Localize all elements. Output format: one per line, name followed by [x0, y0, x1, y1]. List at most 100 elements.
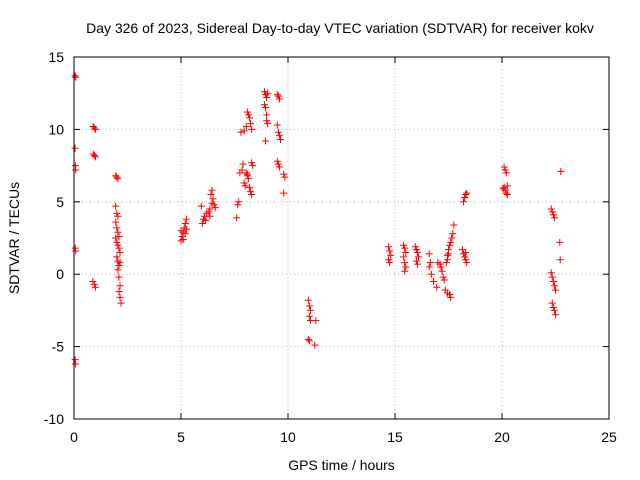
- x-tick-label: 25: [601, 429, 617, 445]
- data-point: [242, 123, 250, 131]
- data-point: [112, 234, 120, 242]
- data-point: [549, 304, 557, 312]
- data-point: [446, 290, 454, 298]
- y-tick-label: -10: [44, 411, 64, 427]
- data-point: [115, 233, 123, 241]
- data-point: [245, 183, 253, 191]
- data-point: [115, 273, 123, 281]
- data-point: [401, 267, 409, 275]
- data-point: [235, 198, 243, 206]
- data-point: [549, 277, 557, 285]
- data-point: [244, 111, 252, 119]
- data-point: [181, 220, 189, 228]
- data-point: [412, 246, 420, 254]
- data-point: [412, 257, 420, 265]
- data-point: [115, 244, 123, 252]
- data-point: [114, 212, 122, 220]
- data-point: [113, 224, 121, 232]
- data-point: [117, 299, 125, 307]
- data-point: [447, 293, 455, 301]
- data-point: [550, 306, 558, 314]
- x-tick-label: 10: [280, 429, 296, 445]
- data-point: [387, 251, 395, 259]
- data-point: [90, 280, 98, 288]
- data-point: [401, 259, 409, 267]
- data-point: [450, 221, 458, 229]
- data-point: [113, 209, 121, 217]
- data-point: [443, 256, 451, 264]
- data-point: [549, 211, 557, 219]
- data-point: [462, 248, 470, 256]
- data-point: [448, 234, 456, 242]
- data-point: [438, 267, 446, 275]
- data-point: [306, 306, 314, 314]
- data-point: [557, 167, 565, 175]
- data-point: [275, 131, 283, 139]
- data-point: [463, 259, 471, 267]
- data-point: [179, 235, 187, 243]
- data-point: [264, 120, 272, 128]
- data-point: [248, 159, 256, 167]
- data-point: [182, 215, 190, 223]
- data-point: [116, 248, 124, 256]
- data-point: [548, 273, 556, 281]
- data-point: [263, 117, 271, 125]
- data-point: [311, 341, 319, 349]
- data-point: [425, 263, 433, 271]
- y-tick-label: 10: [48, 121, 64, 137]
- data-point: [178, 233, 186, 241]
- data-point: [71, 360, 79, 368]
- data-point: [248, 125, 256, 133]
- data-point: [233, 214, 241, 222]
- data-point: [116, 259, 124, 267]
- data-point: [239, 160, 247, 168]
- data-point: [182, 225, 190, 233]
- data-point: [463, 189, 471, 197]
- data-point: [500, 163, 508, 171]
- data-point: [385, 256, 393, 264]
- data-point: [547, 205, 555, 213]
- data-point: [114, 266, 122, 274]
- data-point: [436, 260, 444, 268]
- x-axis-title: GPS time / hours: [288, 457, 395, 473]
- data-point: [208, 199, 216, 207]
- data-point: [499, 185, 507, 193]
- y-tick-label: -5: [52, 339, 65, 355]
- data-point: [243, 170, 251, 178]
- data-point: [280, 170, 288, 178]
- data-point: [502, 189, 510, 197]
- data-point: [425, 250, 433, 258]
- x-tick-label: 15: [387, 429, 403, 445]
- chart-title: Day 326 of 2023, Sidereal Day-to-day VTE…: [86, 20, 594, 36]
- data-point: [113, 173, 121, 181]
- data-point: [386, 247, 394, 255]
- data-point: [242, 169, 250, 177]
- data-point: [71, 72, 79, 80]
- data-point: [206, 212, 214, 220]
- data-point: [206, 205, 214, 213]
- data-point: [89, 277, 97, 285]
- data-point: [116, 293, 124, 301]
- data-point: [71, 144, 79, 152]
- plot-frame: [73, 56, 610, 420]
- data-point: [262, 137, 270, 145]
- data-point: [197, 202, 205, 210]
- data-point: [211, 204, 219, 212]
- data-point: [275, 95, 283, 103]
- y-axis-title: SDTVAR / TECUs: [6, 182, 22, 294]
- data-point: [72, 166, 80, 174]
- data-point: [243, 108, 251, 116]
- data-point: [115, 262, 123, 270]
- y-tick-label: 5: [56, 194, 64, 210]
- data-point: [114, 241, 122, 249]
- data-point: [90, 151, 98, 159]
- data-point: [411, 243, 419, 251]
- data-point: [312, 317, 320, 325]
- data-point: [237, 128, 245, 136]
- data-point: [72, 73, 80, 81]
- data-point: [402, 263, 410, 271]
- data-point: [115, 288, 123, 296]
- data-point: [503, 191, 511, 199]
- data-point: [177, 227, 185, 235]
